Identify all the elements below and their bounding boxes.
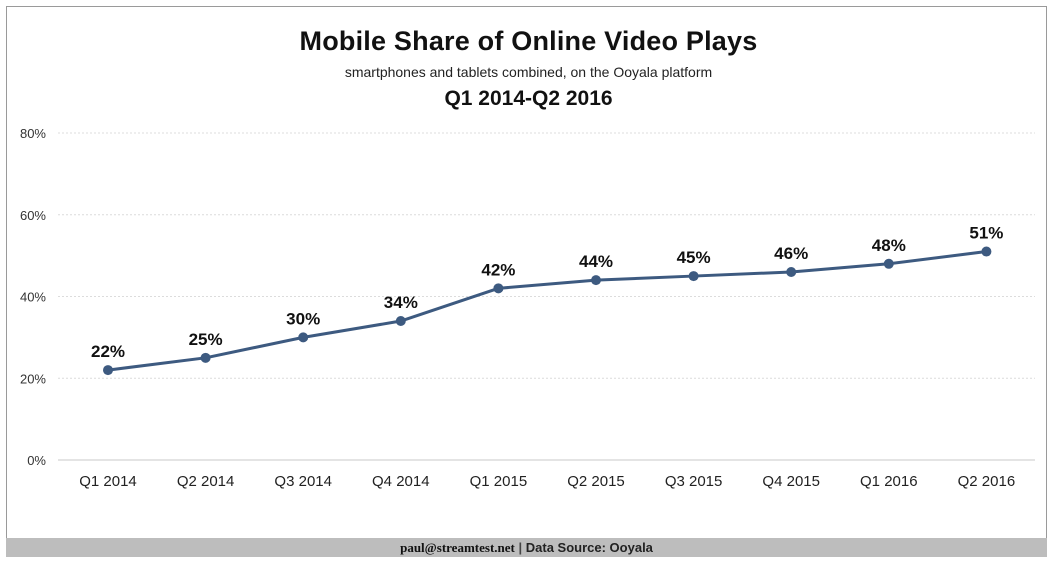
footer-email: paul@streamtest.net — [400, 540, 515, 555]
data-point — [591, 275, 601, 286]
y-tick-label: 0% — [27, 453, 46, 468]
data-label: 34% — [384, 293, 418, 312]
gridlines — [58, 132, 1035, 461]
chart-frame — [6, 6, 1047, 556]
data-point — [298, 332, 309, 343]
chart-title: Mobile Share of Online Video Plays — [299, 26, 758, 56]
x-tick-label: Q3 2015 — [665, 473, 723, 490]
data-label: 46% — [774, 244, 808, 263]
y-tick-label: 40% — [20, 290, 46, 305]
chart-period: Q1 2014-Q2 2016 — [444, 87, 613, 110]
data-label: 45% — [677, 248, 711, 267]
data-point — [103, 365, 113, 376]
x-tick-label: Q4 2014 — [372, 473, 430, 490]
y-tick-label: 60% — [20, 208, 46, 223]
data-point — [883, 258, 894, 269]
x-tick-label: Q2 2014 — [177, 473, 235, 490]
y-tick-label: 20% — [20, 371, 46, 386]
data-label: 48% — [872, 236, 906, 255]
data-point — [688, 271, 699, 282]
y-tick-label: 80% — [20, 126, 46, 141]
data-points — [103, 246, 992, 376]
footer-separator: | — [518, 540, 523, 555]
data-point — [200, 352, 211, 363]
data-label: 42% — [481, 260, 515, 279]
x-tick-label: Q2 2016 — [958, 473, 1016, 490]
data-point — [493, 283, 504, 294]
data-labels: 22% 25% 30% 34% 42% 44% 45% 46% 48% 51% — [91, 224, 1003, 362]
data-label: 44% — [579, 252, 613, 271]
data-point — [786, 266, 797, 277]
data-label: 51% — [969, 224, 1003, 243]
data-label: 30% — [286, 309, 320, 328]
chart-subtitle: smartphones and tablets combined, on the… — [344, 64, 713, 80]
x-tick-label: Q4 2015 — [762, 473, 820, 490]
x-tick-label: Q3 2014 — [274, 473, 332, 490]
y-axis: 0% 20% 40% 60% 80% — [20, 126, 46, 468]
series-line-group — [107, 250, 987, 372]
x-tick-label: Q2 2015 — [567, 473, 625, 490]
x-axis: Q1 2014 Q2 2014 Q3 2014 Q4 2014 Q1 2015 Q2 20… — [79, 473, 1015, 490]
data-point — [981, 246, 992, 257]
footer-bar: paul@streamtest.net | Data Source: Ooyal… — [6, 538, 1047, 557]
data-label: 22% — [91, 342, 125, 361]
x-tick-label: Q1 2016 — [860, 473, 918, 490]
series-line — [107, 250, 987, 372]
footer-source: Data Source: Ooyala — [525, 540, 653, 555]
x-tick-label: Q1 2014 — [79, 473, 137, 490]
x-tick-label: Q1 2015 — [470, 473, 528, 490]
data-label: 25% — [189, 330, 223, 349]
data-point — [395, 316, 406, 327]
